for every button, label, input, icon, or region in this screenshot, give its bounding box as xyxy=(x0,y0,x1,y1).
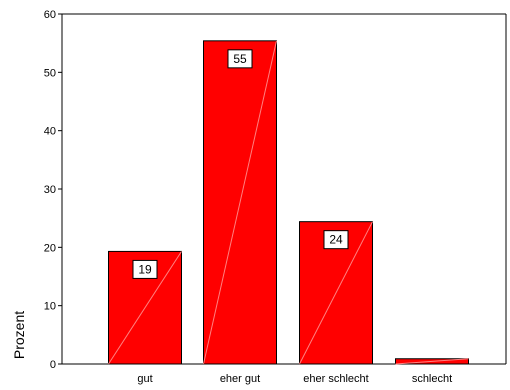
y-axis-title: Prozent xyxy=(11,311,27,359)
data-label: 24 xyxy=(323,230,349,250)
x-tick-label: gut xyxy=(137,373,152,385)
data-label-box xyxy=(323,230,349,250)
y-tick-label: 40 xyxy=(44,126,56,138)
data-label: 55 xyxy=(227,49,253,69)
x-tick-label: eher gut xyxy=(220,373,260,385)
bar-shade-line xyxy=(108,251,182,365)
data-label-text: 24 xyxy=(329,233,343,247)
data-label-text: 55 xyxy=(233,52,247,66)
bar-schlecht xyxy=(395,358,469,365)
data-label-text: 19 xyxy=(138,262,152,276)
x-tick-label: schlecht xyxy=(412,373,452,385)
x-tick-label: eher schlecht xyxy=(303,373,368,385)
data-labels: 19 55 24 xyxy=(132,49,349,279)
data-label-box xyxy=(132,259,158,279)
bars xyxy=(108,40,469,365)
y-tick-label: 60 xyxy=(44,9,56,21)
y-tick-label: 30 xyxy=(44,184,56,196)
x-axis-labels: gut eher gut eher schlecht schlecht xyxy=(137,373,452,385)
data-label-box xyxy=(227,49,253,69)
y-tick-label: 10 xyxy=(44,301,56,313)
data-label: 19 xyxy=(132,259,158,279)
bar-eher-gut xyxy=(203,40,277,365)
y-tick-label: 50 xyxy=(44,67,56,79)
bar-gut xyxy=(108,250,182,365)
y-tick-label: 0 xyxy=(50,359,56,371)
bar-shade-line xyxy=(203,40,277,365)
y-tick-label: 20 xyxy=(44,242,56,254)
bar-shade-line xyxy=(395,358,469,365)
bar-shade-line xyxy=(299,221,373,365)
